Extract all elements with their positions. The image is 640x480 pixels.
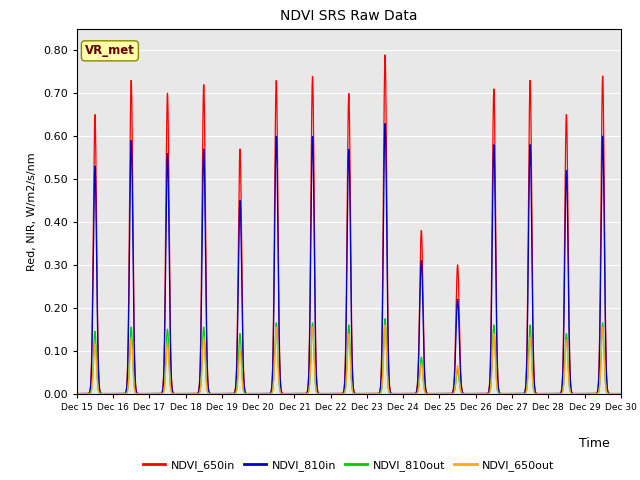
NDVI_650in [607, 391, 614, 396]
Title: NDVI SRS Raw Data: NDVI SRS Raw Data [280, 10, 417, 24]
NDVI_810in [607, 391, 614, 396]
NDVI_650out [607, 391, 614, 396]
Y-axis label: Red, NIR, W/m2/s/nm: Red, NIR, W/m2/s/nm [28, 152, 38, 271]
Line: NDVI_650out: NDVI_650out [77, 325, 621, 394]
Line: NDVI_810out: NDVI_810out [77, 319, 621, 394]
NDVI_810in [73, 391, 81, 396]
NDVI_810in [167, 370, 175, 376]
Line: NDVI_810in: NDVI_810in [77, 123, 621, 394]
Line: NDVI_650in: NDVI_650in [77, 55, 621, 394]
NDVI_650out [305, 387, 313, 393]
NDVI_810out [607, 391, 614, 396]
NDVI_650out [282, 391, 289, 396]
NDVI_650out [381, 322, 389, 328]
NDVI_810in [548, 391, 556, 396]
NDVI_810in [135, 391, 143, 396]
NDVI_650out [167, 389, 175, 395]
NDVI_810in [617, 391, 625, 396]
NDVI_650in [73, 391, 81, 396]
NDVI_810in [282, 391, 289, 396]
NDVI_650in [167, 365, 175, 371]
NDVI_650in [305, 360, 313, 365]
NDVI_810in [305, 365, 313, 371]
NDVI_810out [135, 391, 143, 396]
NDVI_810out [548, 391, 556, 396]
NDVI_650out [135, 391, 143, 396]
NDVI_650out [73, 391, 81, 396]
Legend: NDVI_650in, NDVI_810in, NDVI_810out, NDVI_650out: NDVI_650in, NDVI_810in, NDVI_810out, NDV… [139, 456, 559, 476]
NDVI_650out [617, 391, 625, 396]
NDVI_650in [135, 391, 143, 396]
NDVI_810out [617, 391, 625, 396]
NDVI_650in [617, 391, 625, 396]
NDVI_810out [381, 316, 389, 322]
NDVI_810in [381, 120, 389, 126]
NDVI_810out [73, 391, 81, 396]
NDVI_650in [548, 391, 556, 396]
NDVI_810out [305, 387, 313, 393]
NDVI_650in [381, 52, 389, 58]
Text: VR_met: VR_met [85, 44, 135, 57]
Text: Time: Time [579, 437, 610, 450]
NDVI_810out [282, 391, 289, 396]
NDVI_650out [548, 391, 556, 396]
NDVI_810out [167, 388, 175, 394]
NDVI_650in [282, 391, 289, 396]
